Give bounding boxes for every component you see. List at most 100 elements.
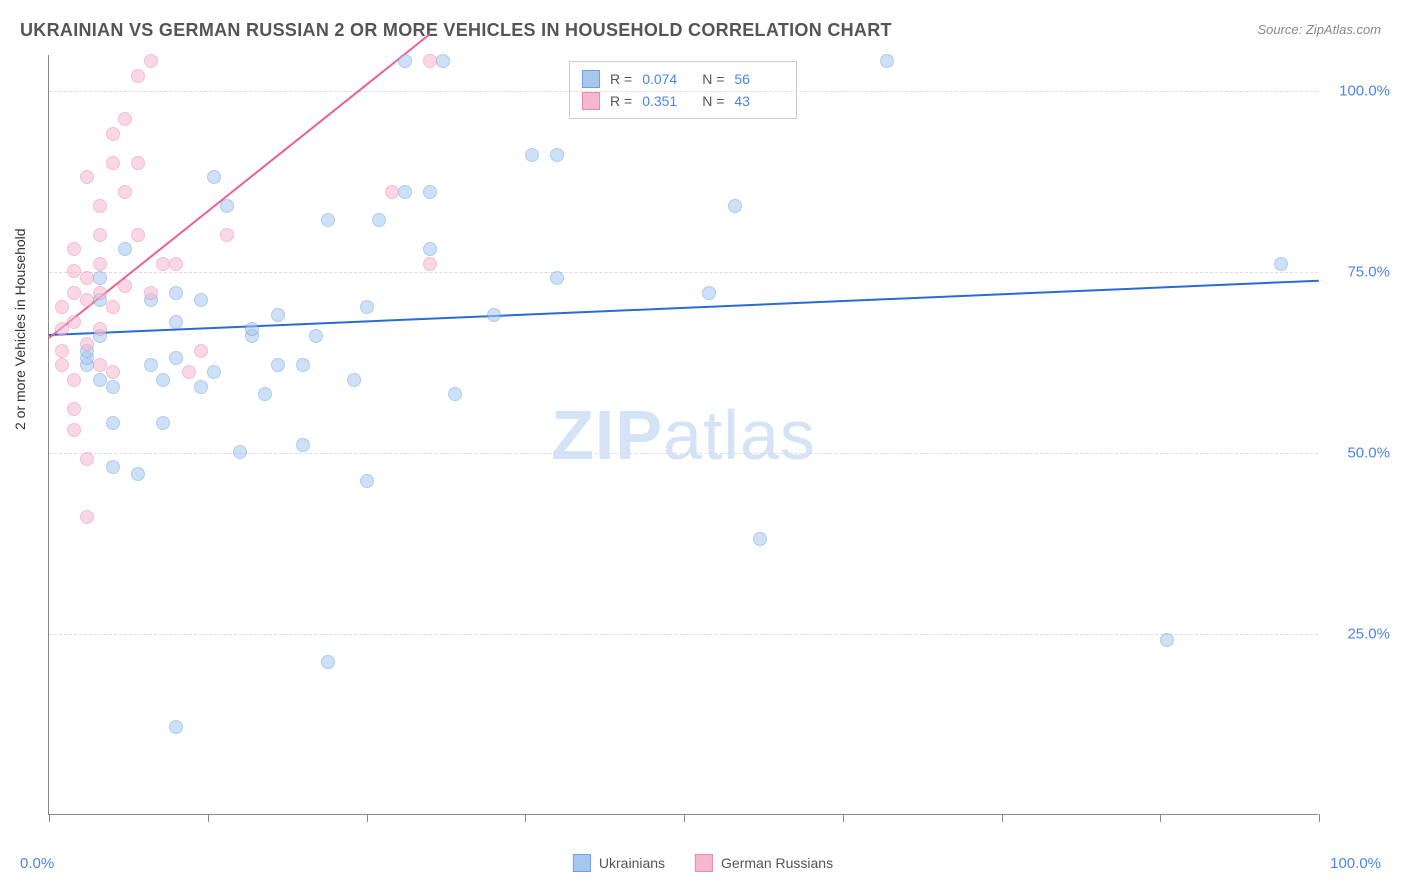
data-point	[144, 54, 158, 68]
data-point	[182, 365, 196, 379]
legend-label: Ukrainians	[599, 855, 665, 871]
data-point	[169, 720, 183, 734]
data-point	[93, 322, 107, 336]
data-point	[487, 308, 501, 322]
data-point	[423, 185, 437, 199]
data-point	[80, 293, 94, 307]
legend-swatch	[695, 854, 713, 872]
gridline	[49, 272, 1318, 273]
watermark-bold: ZIP	[551, 396, 663, 474]
data-point	[423, 242, 437, 256]
data-point	[131, 69, 145, 83]
data-point	[258, 387, 272, 401]
data-point	[55, 322, 69, 336]
stats-row: R =0.074N =56	[582, 68, 784, 90]
data-point	[93, 228, 107, 242]
legend-swatch	[573, 854, 591, 872]
data-point	[67, 402, 81, 416]
x-axis-min-label: 0.0%	[20, 855, 54, 872]
data-point	[106, 460, 120, 474]
data-point	[93, 257, 107, 271]
gridline	[49, 634, 1318, 635]
data-point	[194, 293, 208, 307]
watermark-light: atlas	[663, 396, 816, 474]
x-tick	[684, 814, 685, 822]
data-point	[753, 532, 767, 546]
data-point	[880, 54, 894, 68]
data-point	[55, 358, 69, 372]
data-point	[118, 242, 132, 256]
data-point	[106, 156, 120, 170]
stats-r-value: 0.351	[642, 93, 692, 109]
stats-r-label: R =	[610, 71, 632, 87]
x-axis-max-label: 100.0%	[1330, 855, 1381, 872]
data-point	[144, 358, 158, 372]
stats-n-value: 56	[734, 71, 784, 87]
data-point	[169, 315, 183, 329]
data-point	[93, 199, 107, 213]
data-point	[169, 257, 183, 271]
data-point	[131, 467, 145, 481]
data-point	[144, 286, 158, 300]
data-point	[448, 387, 462, 401]
data-point	[106, 300, 120, 314]
data-point	[321, 655, 335, 669]
stats-n-label: N =	[702, 71, 724, 87]
data-point	[131, 228, 145, 242]
data-point	[207, 170, 221, 184]
data-point	[728, 199, 742, 213]
x-tick	[208, 814, 209, 822]
data-point	[398, 185, 412, 199]
stats-r-label: R =	[610, 93, 632, 109]
data-point	[271, 358, 285, 372]
data-point	[1160, 633, 1174, 647]
data-point	[169, 286, 183, 300]
stats-row: R = 0.351 N = 43	[582, 90, 784, 112]
data-point	[436, 54, 450, 68]
data-point	[67, 423, 81, 437]
data-point	[360, 474, 374, 488]
stats-swatch	[582, 70, 600, 88]
legend-label: German Russians	[721, 855, 833, 871]
data-point	[169, 351, 183, 365]
data-point	[423, 54, 437, 68]
stats-n-value: 43	[734, 93, 784, 109]
x-tick	[843, 814, 844, 822]
x-tick	[525, 814, 526, 822]
data-point	[550, 271, 564, 285]
data-point	[93, 271, 107, 285]
y-tick-label: 100.0%	[1339, 83, 1390, 100]
bottom-legend: Ukrainians German Russians	[573, 854, 833, 872]
x-tick	[1002, 814, 1003, 822]
scatter-chart: ZIPatlas R =0.074N =56R =0.351N =43 25.0…	[48, 55, 1318, 815]
data-point	[80, 271, 94, 285]
data-point	[118, 185, 132, 199]
data-point	[398, 54, 412, 68]
data-point	[106, 365, 120, 379]
data-point	[55, 300, 69, 314]
source-label: Source: ZipAtlas.com	[1257, 22, 1381, 37]
data-point	[80, 452, 94, 466]
data-point	[220, 199, 234, 213]
data-point	[118, 112, 132, 126]
data-point	[385, 185, 399, 199]
trendline	[49, 279, 1319, 335]
data-point	[80, 170, 94, 184]
data-point	[67, 373, 81, 387]
y-tick-label: 25.0%	[1347, 626, 1390, 643]
data-point	[296, 358, 310, 372]
data-point	[702, 286, 716, 300]
watermark: ZIPatlas	[551, 395, 816, 475]
data-point	[360, 300, 374, 314]
x-tick	[1319, 814, 1320, 822]
x-tick	[1160, 814, 1161, 822]
data-point	[296, 438, 310, 452]
data-point	[93, 286, 107, 300]
legend-item: German Russians	[695, 854, 833, 872]
data-point	[118, 279, 132, 293]
data-point	[156, 416, 170, 430]
data-point	[347, 373, 361, 387]
stats-n-label: N =	[702, 93, 724, 109]
y-axis-label: 2 or more Vehicles in Household	[12, 228, 28, 430]
data-point	[271, 308, 285, 322]
